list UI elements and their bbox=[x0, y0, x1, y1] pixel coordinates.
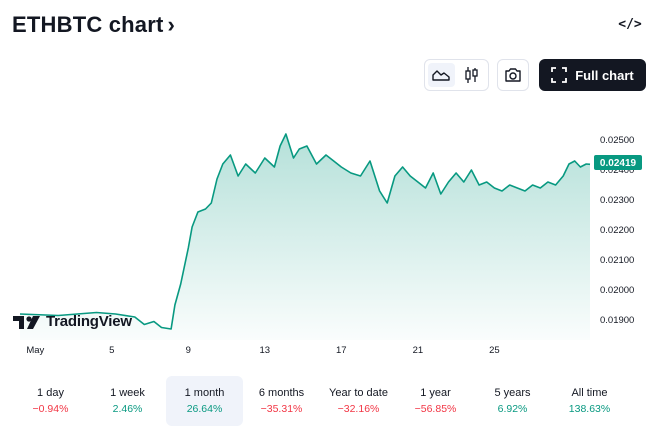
range-label: 6 months bbox=[258, 387, 305, 399]
range-label: 1 year bbox=[420, 387, 451, 399]
price-line bbox=[19, 133, 591, 330]
area-chart-button[interactable] bbox=[428, 63, 455, 87]
tradingview-logo-text: TradingView bbox=[46, 313, 132, 330]
fullscreen-icon bbox=[551, 67, 568, 83]
range-button[interactable]: Year to date −32.16% bbox=[320, 376, 397, 426]
full-chart-label: Full chart bbox=[575, 67, 634, 83]
range-label: 1 month bbox=[184, 387, 225, 399]
price-area-fill bbox=[20, 134, 590, 340]
y-tick-label: 0.01900 bbox=[600, 315, 634, 326]
x-tick-label: 5 bbox=[109, 345, 114, 356]
range-change: 2.46% bbox=[112, 403, 143, 415]
range-change: 26.64% bbox=[186, 403, 223, 415]
range-button[interactable]: 6 months −35.31% bbox=[243, 376, 320, 426]
range-change: −35.31% bbox=[260, 403, 303, 415]
range-button[interactable]: 5 years 6.92% bbox=[474, 376, 551, 426]
range-change: 138.63% bbox=[568, 403, 611, 415]
tradingview-logo[interactable]: TradingView bbox=[12, 313, 132, 330]
candles-button[interactable] bbox=[459, 63, 486, 87]
range-button[interactable]: 1 year −56.85% bbox=[397, 376, 474, 426]
y-tick-label: 0.02500 bbox=[600, 135, 634, 146]
range-label: 1 week bbox=[110, 387, 145, 399]
price-badge-bg bbox=[594, 155, 642, 170]
y-tick-label: 0.02000 bbox=[600, 285, 634, 296]
range-label: Year to date bbox=[329, 387, 388, 399]
range-change: −32.16% bbox=[337, 403, 380, 415]
tradingview-logo-icon bbox=[13, 315, 40, 329]
camera-icon bbox=[505, 68, 521, 82]
y-tick-label: 0.02400 bbox=[600, 165, 634, 176]
range-change: −56.85% bbox=[414, 403, 457, 415]
y-tick-label: 0.02100 bbox=[600, 255, 634, 266]
x-tick-label: 21 bbox=[413, 345, 424, 356]
range-label: All time bbox=[571, 387, 608, 399]
chart-header[interactable]: ETHBTC chart › bbox=[12, 10, 175, 40]
x-tick-label: 13 bbox=[260, 345, 271, 356]
x-tick-label: 17 bbox=[336, 345, 347, 356]
page-title[interactable]: ETHBTC chart bbox=[12, 12, 164, 37]
range-button[interactable]: 1 month 26.64% bbox=[166, 376, 243, 426]
embed-code-icon[interactable]: </> bbox=[618, 16, 642, 32]
x-tick-label: 25 bbox=[489, 345, 500, 356]
snapshot-button[interactable] bbox=[497, 59, 529, 91]
range-label: 5 years bbox=[494, 387, 531, 399]
range-button[interactable]: 1 day −0.94% bbox=[12, 376, 89, 426]
x-tick-label: May bbox=[26, 345, 44, 356]
current-price-badge: 0.02419 bbox=[594, 155, 642, 170]
y-tick-label: 0.02200 bbox=[600, 225, 634, 236]
full-chart-button[interactable]: Full chart bbox=[539, 59, 646, 91]
range-change: 6.92% bbox=[497, 403, 528, 415]
range-label: 1 day bbox=[37, 387, 64, 399]
candles-icon bbox=[465, 67, 478, 83]
range-change: −0.94% bbox=[32, 403, 69, 415]
price-chart[interactable]: 0.02500 0.02400 0.02300 0.02200 0.02100 0.020… bbox=[0, 95, 657, 365]
current-price-label: 0.02419 bbox=[600, 158, 637, 169]
area-chart-icon bbox=[432, 70, 450, 81]
range-button[interactable]: All time 138.63% bbox=[551, 376, 628, 426]
x-tick-label: 9 bbox=[186, 345, 191, 356]
time-range-selector: 1 day −0.94% 1 week 2.46% 1 month 26.64% 6 mon… bbox=[12, 376, 652, 426]
chart-type-switcher bbox=[424, 59, 489, 91]
y-tick-label: 0.02300 bbox=[600, 195, 634, 206]
range-button[interactable]: 1 week 2.46% bbox=[89, 376, 166, 426]
chevron-right-icon[interactable]: › bbox=[167, 12, 175, 37]
